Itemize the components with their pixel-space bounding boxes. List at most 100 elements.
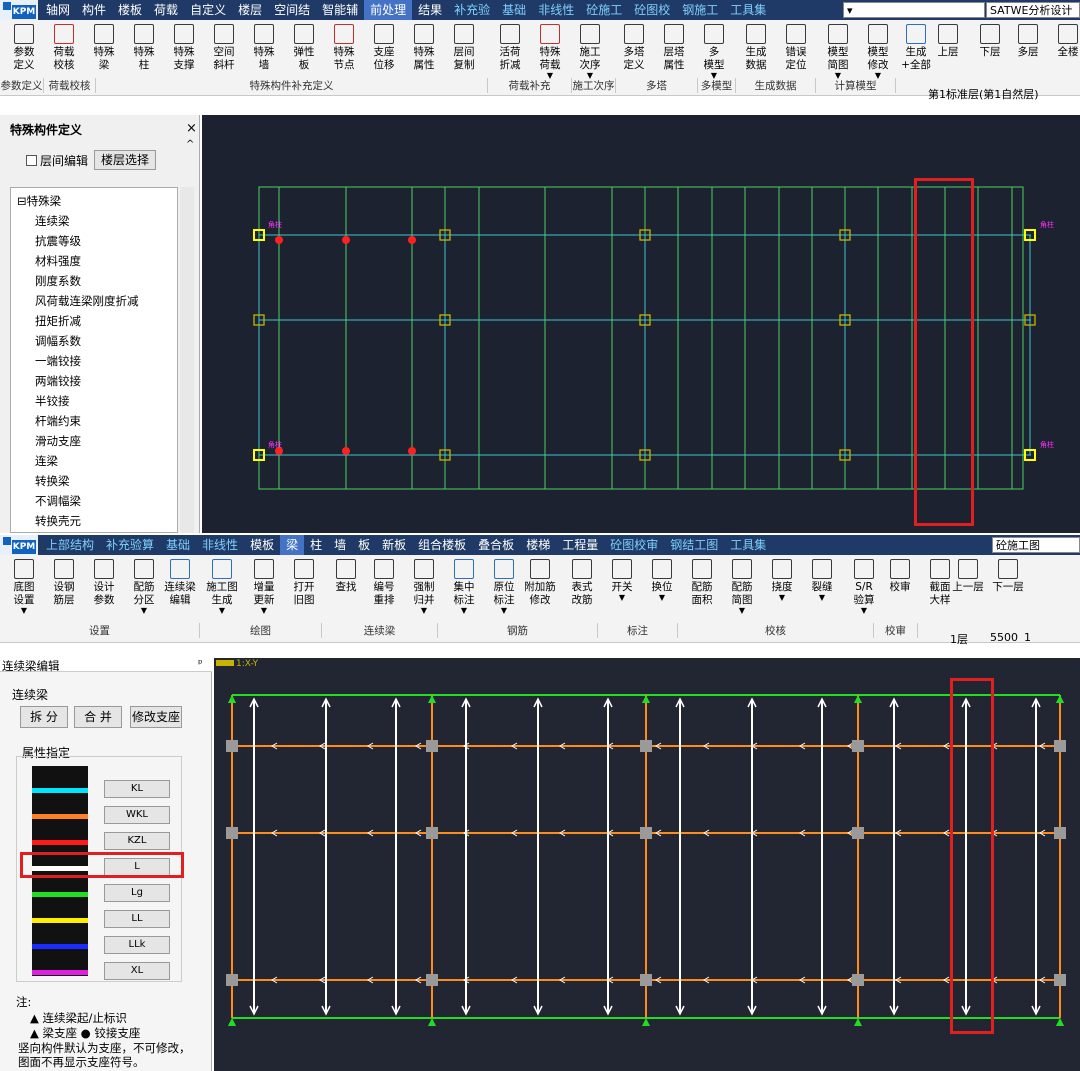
type-button-LL[interactable]: LL bbox=[104, 910, 170, 928]
type-button-KL[interactable]: KL bbox=[104, 780, 170, 798]
ribbon-button-bottom-17[interactable]: 配筋 面积 bbox=[684, 559, 720, 607]
ribbon-button-bottom-8[interactable]: 查找 bbox=[328, 559, 364, 594]
ribbon-button-bottom-24[interactable]: 上一层 bbox=[950, 559, 986, 594]
ribbon-button-top-6[interactable]: 特殊墙 bbox=[246, 24, 282, 72]
tree-item[interactable]: 材料强度 bbox=[35, 254, 81, 268]
ribbon-button-top-0[interactable]: 参数 定义 bbox=[6, 24, 42, 72]
ribbon-button-bottom-16[interactable]: 换位 ▼ bbox=[644, 559, 680, 602]
modify-support-button[interactable]: 修改支座 bbox=[130, 706, 182, 728]
tree-item[interactable]: 滑动支座 bbox=[35, 434, 81, 448]
menu-bottom-7[interactable]: 墙 bbox=[334, 538, 347, 552]
tree-root[interactable]: ⊟特殊梁 bbox=[17, 193, 61, 209]
ribbon-button-bottom-13[interactable]: 附加筋 修改 bbox=[522, 559, 558, 607]
floor-select-button[interactable]: 楼层选择 bbox=[94, 150, 156, 170]
ribbon-button-bottom-21[interactable]: S/R 验算 ▼ bbox=[846, 559, 882, 615]
menu-top-1[interactable]: 构件 bbox=[82, 3, 107, 17]
ribbon-button-bottom-10[interactable]: 强制 归并 ▼ bbox=[406, 559, 442, 615]
menu-bottom-9[interactable]: 新板 bbox=[382, 538, 407, 552]
menu-bottom-0[interactable]: 上部结构 bbox=[46, 538, 95, 552]
checkbox-box[interactable] bbox=[26, 155, 37, 166]
bottom-mode-select[interactable]: 砼施工图 bbox=[992, 537, 1080, 553]
menu-top-2[interactable]: 楼板 bbox=[118, 3, 143, 17]
menu-bottom-12[interactable]: 楼梯 bbox=[526, 538, 551, 552]
interlayer-edit-checkbox[interactable]: 层间编辑 bbox=[26, 152, 88, 169]
ribbon-button-top-13[interactable]: 特殊 荷载 ▼ bbox=[532, 24, 568, 80]
ribbon-button-bottom-23[interactable]: 截面 大样 bbox=[922, 559, 958, 607]
panel-scroll-up-icon[interactable]: ^ bbox=[186, 139, 195, 150]
type-button-XL[interactable]: XL bbox=[104, 962, 170, 980]
menu-bottom-3[interactable]: 非线性 bbox=[202, 538, 239, 552]
menu-bottom-1[interactable]: 补充验算 bbox=[106, 538, 155, 552]
menu-bottom-4[interactable]: 模板 bbox=[250, 538, 275, 552]
menu-bottom-16[interactable]: 工具集 bbox=[730, 538, 767, 552]
ribbon-button-bottom-3[interactable]: 配筋 分区 ▼ bbox=[126, 559, 162, 615]
menu-bottom-10[interactable]: 组合楼板 bbox=[418, 538, 467, 552]
ribbon-button-top-5[interactable]: 空间 斜杆 bbox=[206, 24, 242, 72]
menu-bottom-13[interactable]: 工程量 bbox=[562, 538, 599, 552]
ribbon-button-bottom-2[interactable]: 设计 参数 bbox=[86, 559, 122, 607]
tree-item[interactable]: 不调幅梁 bbox=[35, 494, 81, 508]
ribbon-button-top-22[interactable]: 生成 +全部 bbox=[898, 24, 934, 72]
ribbon-button-bottom-15[interactable]: 开关 ▼ bbox=[604, 559, 640, 602]
menu-bottom-14[interactable]: 砼图校审 bbox=[610, 538, 659, 552]
ribbon-button-top-25[interactable]: 多层 bbox=[1010, 24, 1046, 59]
menu-top-4[interactable]: 自定义 bbox=[190, 3, 227, 17]
ribbon-button-bottom-19[interactable]: 挠度 ▼ bbox=[764, 559, 800, 602]
ribbon-button-top-12[interactable]: 活荷 折减 bbox=[492, 24, 528, 72]
menu-bottom-11[interactable]: 叠合板 bbox=[478, 538, 515, 552]
ribbon-button-top-14[interactable]: 施工 次序 ▼ bbox=[572, 24, 608, 80]
menu-top-6[interactable]: 空间结 bbox=[274, 3, 311, 17]
menu-top-8[interactable]: 前处理 bbox=[364, 0, 413, 20]
ribbon-button-bottom-14[interactable]: 表式 改筋 bbox=[564, 559, 600, 607]
tree-item[interactable]: 扭矩折减 bbox=[35, 314, 81, 328]
ribbon-button-top-3[interactable]: 特殊柱 bbox=[126, 24, 162, 72]
ribbon-button-bottom-7[interactable]: 打开 旧图 bbox=[286, 559, 322, 607]
ribbon-button-top-26[interactable]: 全楼 bbox=[1050, 24, 1080, 59]
canvas-tab[interactable]: 1:X-Y bbox=[216, 659, 258, 669]
ribbon-button-top-2[interactable]: 特殊梁 bbox=[86, 24, 122, 72]
collapse-icon[interactable]: ⊟ bbox=[17, 194, 27, 208]
menu-top-15[interactable]: 钢施工 bbox=[682, 3, 719, 17]
type-button-LLk[interactable]: LLk bbox=[104, 936, 170, 954]
type-button-KZL[interactable]: KZL bbox=[104, 832, 170, 850]
ribbon-button-top-11[interactable]: 层间 复制 bbox=[446, 24, 482, 72]
ribbon-button-top-4[interactable]: 特殊 支撑 bbox=[166, 24, 202, 72]
menu-top-3[interactable]: 荷载 bbox=[154, 3, 179, 17]
tree-item[interactable]: 调幅系数 bbox=[35, 334, 81, 348]
ribbon-button-top-15[interactable]: 多塔 定义 bbox=[616, 24, 652, 72]
menu-top-5[interactable]: 楼层 bbox=[238, 3, 263, 17]
split-button[interactable]: 拆 分 bbox=[20, 706, 68, 728]
tree-item[interactable]: 风荷载连梁刚度折减 bbox=[35, 294, 139, 308]
ribbon-button-bottom-5[interactable]: 施工图 生成 ▼ bbox=[204, 559, 240, 615]
top-mode-select[interactable]: SATWE分析设计 bbox=[986, 2, 1080, 18]
ribbon-button-top-16[interactable]: 层塔 属性 bbox=[656, 24, 692, 72]
ribbon-button-top-17[interactable]: 多模型 ▼ bbox=[696, 24, 732, 80]
ribbon-button-top-9[interactable]: 支座 位移 bbox=[366, 24, 402, 72]
menu-bottom-2[interactable]: 基础 bbox=[166, 538, 191, 552]
type-button-WKL[interactable]: WKL bbox=[104, 806, 170, 824]
ribbon-button-top-20[interactable]: 模型 简图 ▼ bbox=[820, 24, 856, 80]
menu-top-14[interactable]: 砼图校 bbox=[634, 3, 671, 17]
pin-icon[interactable]: ᵖ bbox=[198, 657, 203, 670]
type-button-Lg[interactable]: Lg bbox=[104, 884, 170, 902]
merge-button[interactable]: 合 并 bbox=[74, 706, 122, 728]
tree-item[interactable]: 一端铰接 bbox=[35, 354, 81, 368]
tree-item[interactable]: 半铰接 bbox=[35, 394, 70, 408]
ribbon-button-top-21[interactable]: 模型 修改 ▼ bbox=[860, 24, 896, 80]
tree-item[interactable]: 两端铰接 bbox=[35, 374, 81, 388]
menu-top-10[interactable]: 补充验 bbox=[454, 3, 491, 17]
menu-top-7[interactable]: 智能辅 bbox=[322, 3, 359, 17]
ribbon-button-top-8[interactable]: 特殊 节点 bbox=[326, 24, 362, 72]
menu-top-16[interactable]: 工具集 bbox=[730, 3, 767, 17]
ribbon-button-bottom-1[interactable]: 设钢 筋层 bbox=[46, 559, 82, 607]
ribbon-button-top-1[interactable]: 荷载 校核 bbox=[46, 24, 82, 72]
tree-item[interactable]: 刚度系数 bbox=[35, 274, 81, 288]
ribbon-button-top-18[interactable]: 生成 数据 bbox=[738, 24, 774, 72]
top-model-canvas[interactable]: 角柱 角柱 角柱 角柱 bbox=[202, 115, 1080, 533]
ribbon-button-top-7[interactable]: 弹性板 bbox=[286, 24, 322, 72]
ribbon-button-bottom-20[interactable]: 裂缝 ▼ bbox=[804, 559, 840, 602]
ribbon-button-top-24[interactable]: 下层 bbox=[972, 24, 1008, 59]
ribbon-button-bottom-11[interactable]: 集中 标注 ▼ bbox=[446, 559, 482, 615]
menu-top-13[interactable]: 砼施工 bbox=[586, 3, 623, 17]
ribbon-button-top-23[interactable]: 上层 bbox=[930, 24, 966, 59]
